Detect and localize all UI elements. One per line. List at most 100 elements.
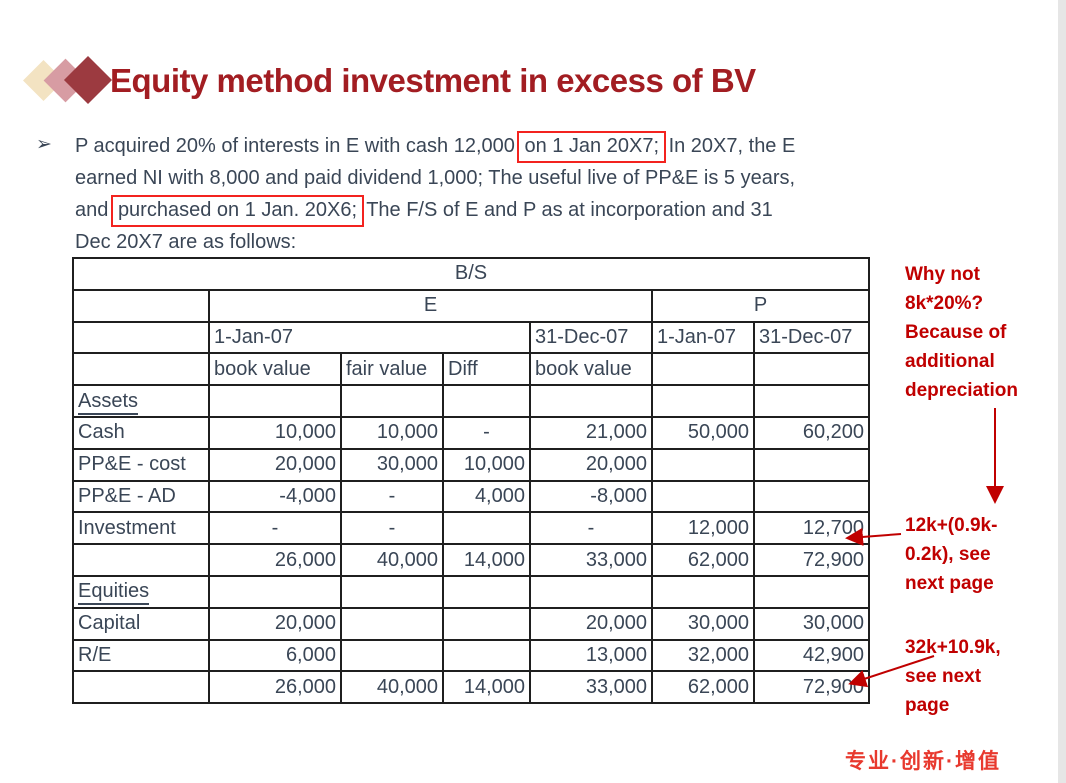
table-cell <box>752 574 871 609</box>
table-cell: Investment <box>72 511 210 546</box>
table-cell: PP&E - AD <box>72 479 210 514</box>
table-cell <box>442 606 531 641</box>
annotation-line: 0.2k), see <box>905 544 991 565</box>
table-title-cell: B/S <box>71 257 871 291</box>
table-cell: 20,000 <box>529 606 653 641</box>
table-cell <box>72 320 210 355</box>
table-cell: -8,000 <box>529 479 653 514</box>
section-label: Equities <box>78 580 150 606</box>
table-row: E P <box>72 288 871 323</box>
bullet-text: earned NI with 8,000 and paid dividend 1… <box>75 167 796 189</box>
table-row: R/E 6,000 13,000 32,000 42,900 <box>72 638 871 673</box>
table-cell <box>340 574 444 609</box>
table-cell: 33,000 <box>529 543 653 577</box>
table-cell: PP&E - cost <box>72 447 210 482</box>
table-cell <box>529 384 653 418</box>
table-cell: 72,900 <box>752 670 871 705</box>
table-cell: 20,000 <box>208 606 342 641</box>
table-row: 26,000 40,000 14,000 33,000 62,000 72,90… <box>72 670 871 705</box>
table-cell <box>442 511 531 546</box>
table-row: book value fair value Diff book value <box>72 352 871 387</box>
table-cell: - <box>529 511 653 546</box>
table-cell: 6,000 <box>208 638 342 673</box>
table-cell: 20,000 <box>208 447 342 482</box>
bullet-text: P acquired 20% of interests in E with ca… <box>75 135 521 157</box>
bullet-text: and <box>75 199 114 221</box>
table-cell: 1-Jan-07 <box>208 320 531 355</box>
bullet-line: earned NI with 8,000 and paid dividend 1… <box>75 162 795 194</box>
table-cell: 33,000 <box>529 670 653 705</box>
table-cell: 20,000 <box>529 447 653 482</box>
table-cell: P <box>650 288 871 323</box>
table-cell <box>72 670 210 705</box>
annotation-note-1: Why not 8k*20%? Because of additional de… <box>905 260 1065 405</box>
table-cell: - <box>208 511 342 546</box>
table-cell: 1-Jan-07 <box>651 320 755 355</box>
table-cell <box>651 352 755 387</box>
table-cell: 42,900 <box>752 638 871 673</box>
table-cell: 40,000 <box>340 670 444 705</box>
table-row: Assets <box>72 384 871 418</box>
table-cell: 40,000 <box>340 543 444 577</box>
table-row: Equities <box>72 574 871 609</box>
table-cell <box>72 352 210 387</box>
table-cell: 4,000 <box>442 479 531 514</box>
annotation-line: 32k+10.9k, <box>905 637 1001 658</box>
table-cell: - <box>340 511 444 546</box>
table-row: PP&E - AD -4,000 - 4,000 -8,000 <box>72 479 871 514</box>
section-label: Assets <box>78 389 139 415</box>
table-cell: 30,000 <box>651 606 755 641</box>
table-row: B/S <box>71 257 871 291</box>
annotation-note-2: 12k+(0.9k- 0.2k), see next page <box>905 511 1065 598</box>
table-cell: 26,000 <box>208 543 342 577</box>
table-cell: 72,900 <box>752 543 871 577</box>
table-cell: E <box>208 288 653 323</box>
table-cell <box>752 384 871 418</box>
table-cell: Diff <box>442 352 531 387</box>
table-cell: 62,000 <box>651 543 755 577</box>
table-cell <box>208 384 342 418</box>
table-cell: 14,000 <box>442 543 531 577</box>
table-cell: -4,000 <box>208 479 342 514</box>
table-cell: R/E <box>72 638 210 673</box>
bullet-line: and purchased on 1 Jan. 20X6; The F/S of… <box>75 194 795 227</box>
table-cell: 50,000 <box>651 415 755 450</box>
table-cell <box>752 479 871 514</box>
annotation-line: additional <box>905 351 995 372</box>
table-cell: 26,000 <box>208 670 342 705</box>
table-cell: 21,000 <box>529 415 653 450</box>
table-cell: book value <box>208 352 342 387</box>
table-cell: fair value <box>340 352 444 387</box>
highlight-box: on 1 Jan 20X7; <box>517 131 667 163</box>
table-cell <box>442 574 531 609</box>
annotation-line: 8k*20%? <box>905 293 984 314</box>
table-row: PP&E - cost 20,000 30,000 10,000 20,000 <box>72 447 871 482</box>
annotation-line: page <box>905 695 950 716</box>
table-cell: - <box>442 415 531 450</box>
bullet-text: The F/S of E and P as at incorporation a… <box>361 199 773 221</box>
page-right-border <box>1058 0 1066 783</box>
table-row: Capital 20,000 20,000 30,000 30,000 <box>72 606 871 641</box>
table-cell: Cash <box>72 415 210 450</box>
table-cell <box>651 447 755 482</box>
table-cell: 31-Dec-07 <box>752 320 871 355</box>
table-cell: book value <box>529 352 653 387</box>
table-cell: Capital <box>72 606 210 641</box>
bullet-text: Dec 20X7 are as follows: <box>75 231 297 253</box>
table-cell <box>651 384 755 418</box>
bs-table: B/S E P 1-Jan-07 31-Dec-07 1-Jan-07 31-D… <box>71 257 871 705</box>
diamond-icon <box>63 55 113 105</box>
table-cell <box>651 574 755 609</box>
table-cell: 10,000 <box>442 447 531 482</box>
table-cell <box>752 352 871 387</box>
annotation-note-3: 32k+10.9k, see next page <box>905 633 1065 720</box>
page-title: Equity method investment in excess of BV <box>110 62 756 99</box>
bullet-line: P acquired 20% of interests in E with ca… <box>75 130 795 163</box>
brand-slogan: 专业·创新·增值 <box>845 750 1001 773</box>
table-cell: Equities <box>72 574 210 609</box>
table-cell: 12,700 <box>752 511 871 546</box>
table-cell <box>529 574 653 609</box>
table-cell <box>340 384 444 418</box>
table-cell: 10,000 <box>340 415 444 450</box>
